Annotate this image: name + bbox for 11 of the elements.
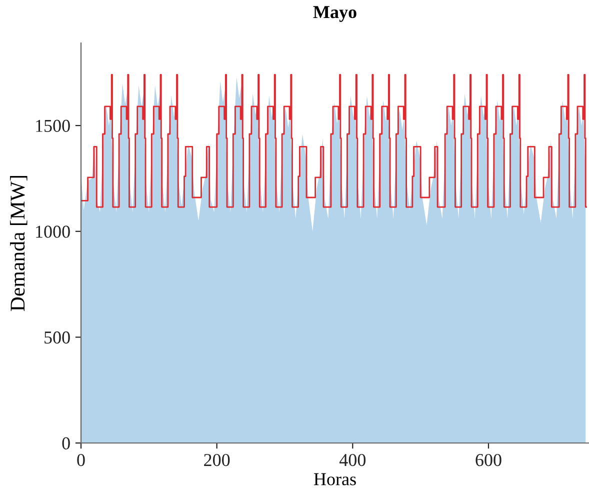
x-tick-label: 0 bbox=[77, 454, 85, 466]
y-tick-label: 1500 bbox=[36, 120, 70, 132]
y-tick-label: 0 bbox=[62, 437, 70, 450]
x-axis-title: Horas bbox=[314, 473, 356, 486]
x-tick-label: 200 bbox=[204, 454, 230, 466]
chart-title: Mayo bbox=[313, 6, 356, 22]
y-axis-title: Demanda [MW] bbox=[10, 176, 28, 311]
x-tick-label: 400 bbox=[339, 454, 366, 466]
x-tick-label: 600 bbox=[476, 454, 502, 466]
y-tick-label: 1000 bbox=[36, 226, 70, 238]
y-tick-label: 500 bbox=[44, 331, 70, 344]
